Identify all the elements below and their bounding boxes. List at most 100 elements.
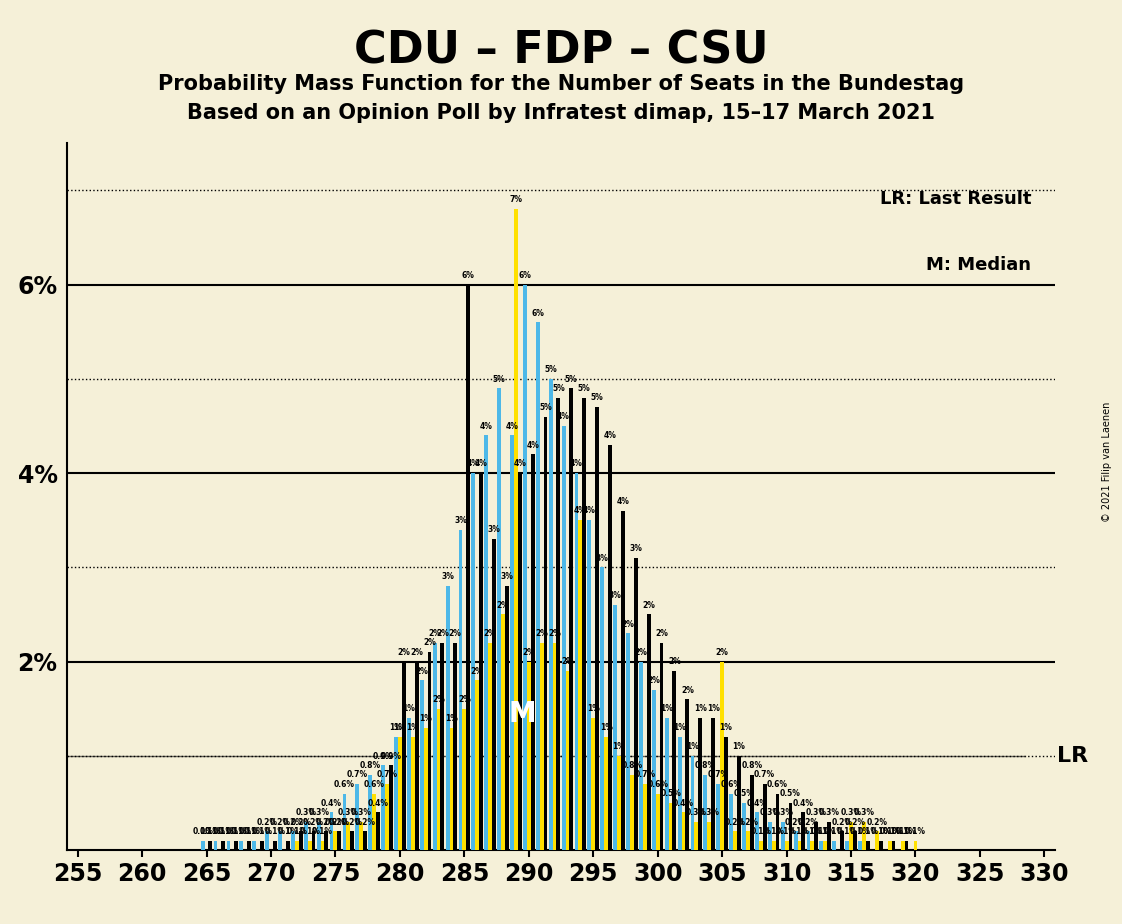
- Bar: [703, 774, 707, 850]
- Text: 0.1%: 0.1%: [880, 827, 900, 836]
- Bar: [652, 690, 655, 850]
- Text: 1%: 1%: [403, 704, 415, 713]
- Text: 0.3%: 0.3%: [686, 808, 707, 817]
- Text: 0.4%: 0.4%: [746, 798, 767, 808]
- Text: 2%: 2%: [432, 695, 445, 704]
- Bar: [845, 841, 849, 850]
- Text: 0.3%: 0.3%: [772, 808, 793, 817]
- Text: 0.1%: 0.1%: [286, 827, 307, 836]
- Bar: [600, 567, 604, 850]
- Text: 1%: 1%: [693, 704, 707, 713]
- Text: 4%: 4%: [573, 506, 587, 516]
- Bar: [479, 473, 482, 850]
- Bar: [347, 821, 350, 850]
- Bar: [531, 455, 534, 850]
- Bar: [866, 841, 870, 850]
- Text: 4%: 4%: [467, 459, 480, 468]
- Text: 0.3%: 0.3%: [840, 808, 862, 817]
- Bar: [407, 718, 411, 850]
- Bar: [316, 821, 321, 850]
- Bar: [445, 586, 450, 850]
- Bar: [672, 671, 677, 850]
- Text: 0.1%: 0.1%: [837, 827, 857, 836]
- Text: 0.2%: 0.2%: [845, 818, 865, 827]
- Text: 0.9%: 0.9%: [380, 751, 402, 760]
- Text: 2%: 2%: [523, 648, 535, 657]
- Text: 4%: 4%: [583, 506, 596, 516]
- Bar: [540, 643, 543, 850]
- Bar: [324, 832, 329, 850]
- Text: 3%: 3%: [609, 591, 622, 601]
- Text: 5%: 5%: [540, 403, 552, 412]
- Text: 0.1%: 0.1%: [277, 827, 298, 836]
- Text: 0.2%: 0.2%: [831, 818, 853, 827]
- Text: 0.5%: 0.5%: [734, 789, 754, 798]
- Bar: [389, 765, 393, 850]
- Text: 0.1%: 0.1%: [226, 827, 247, 836]
- Bar: [646, 614, 651, 850]
- Text: 2%: 2%: [497, 601, 509, 610]
- Text: 1%: 1%: [389, 723, 403, 732]
- Text: 2%: 2%: [436, 629, 449, 638]
- Text: 0.1%: 0.1%: [883, 827, 904, 836]
- Bar: [471, 473, 476, 850]
- Text: 0.2%: 0.2%: [798, 818, 819, 827]
- Text: 0.1%: 0.1%: [243, 827, 265, 836]
- Text: 6%: 6%: [518, 271, 532, 280]
- Text: 0.1%: 0.1%: [849, 827, 871, 836]
- Text: 0.3%: 0.3%: [760, 808, 780, 817]
- Text: 0.3%: 0.3%: [309, 808, 329, 817]
- Text: 0.5%: 0.5%: [660, 789, 681, 798]
- Bar: [273, 841, 277, 850]
- Text: 2%: 2%: [622, 620, 634, 628]
- Bar: [536, 322, 540, 850]
- Bar: [359, 821, 364, 850]
- Bar: [295, 841, 298, 850]
- Bar: [695, 821, 698, 850]
- Text: 0.1%: 0.1%: [218, 827, 239, 836]
- Text: 0.1%: 0.1%: [802, 827, 822, 836]
- Bar: [664, 718, 669, 850]
- Text: 1%: 1%: [406, 723, 420, 732]
- Bar: [441, 643, 444, 850]
- Bar: [737, 756, 741, 850]
- Bar: [669, 803, 672, 850]
- Text: Based on an Opinion Poll by Infratest dimap, 15–17 March 2021: Based on an Opinion Poll by Infratest di…: [187, 103, 935, 124]
- Text: 0.1%: 0.1%: [192, 827, 213, 836]
- Bar: [221, 841, 226, 850]
- Bar: [433, 643, 436, 850]
- Bar: [373, 794, 376, 850]
- Text: M: M: [508, 699, 536, 727]
- Bar: [716, 784, 720, 850]
- Text: 0.1%: 0.1%: [231, 827, 251, 836]
- Bar: [888, 841, 892, 850]
- Bar: [574, 473, 579, 850]
- Text: 0.8%: 0.8%: [622, 761, 643, 770]
- Bar: [819, 841, 824, 850]
- Bar: [643, 784, 646, 850]
- Text: 0.1%: 0.1%: [200, 827, 221, 836]
- Text: 5%: 5%: [590, 394, 604, 403]
- Bar: [733, 832, 737, 850]
- Text: 0.2%: 0.2%: [325, 818, 346, 827]
- Bar: [840, 832, 844, 850]
- Bar: [853, 832, 857, 850]
- Text: 0.3%: 0.3%: [854, 808, 874, 817]
- Text: 5%: 5%: [565, 374, 578, 383]
- Text: 4%: 4%: [506, 421, 518, 431]
- Bar: [364, 832, 367, 850]
- Text: 0.1%: 0.1%: [213, 827, 233, 836]
- Bar: [304, 821, 307, 850]
- Bar: [543, 417, 548, 850]
- Bar: [333, 832, 338, 850]
- Bar: [291, 832, 295, 850]
- Text: 1%: 1%: [599, 723, 613, 732]
- Text: 0.2%: 0.2%: [283, 818, 303, 827]
- Text: 0.1%: 0.1%: [300, 827, 320, 836]
- Bar: [686, 699, 689, 850]
- Text: 2%: 2%: [423, 638, 436, 648]
- Text: 0.6%: 0.6%: [364, 780, 385, 789]
- Text: 0.1%: 0.1%: [896, 827, 917, 836]
- Text: 5%: 5%: [493, 374, 506, 383]
- Text: 0.3%: 0.3%: [819, 808, 839, 817]
